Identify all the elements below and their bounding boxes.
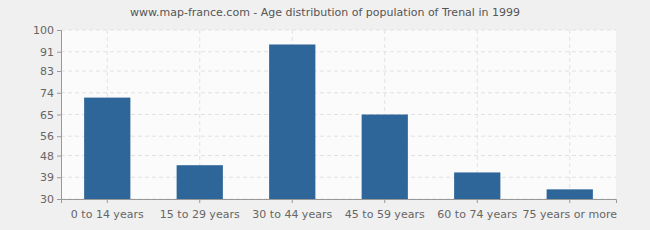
chart: 30 39 48 56 65 74 83 91 100 0 to 14 years 15 to 29… xyxy=(0,0,650,230)
grid-line xyxy=(61,51,616,52)
y-tick-label: 30 xyxy=(40,193,54,206)
grid xyxy=(61,30,616,199)
y-tick: 83 xyxy=(40,65,61,78)
y-tick-mark xyxy=(57,93,61,94)
x-tick-label: 30 to 44 years xyxy=(252,208,332,221)
y-tick-mark xyxy=(57,156,61,157)
y-tick-mark xyxy=(57,52,61,53)
x-tick-mark xyxy=(199,199,200,203)
x-tick: 60 to 74 years xyxy=(437,199,517,221)
y-axis: 30 39 48 56 65 74 83 91 100 xyxy=(33,24,62,206)
grid-line xyxy=(61,177,616,178)
x-tick: 15 to 29 years xyxy=(160,199,240,221)
grid-line xyxy=(61,136,616,137)
grid-line xyxy=(61,30,616,31)
bar xyxy=(177,165,223,199)
y-tick-mark xyxy=(57,30,61,31)
grid-line-x xyxy=(569,30,570,199)
y-tick-mark xyxy=(57,136,61,137)
grid-line xyxy=(61,155,616,156)
y-tick-label: 83 xyxy=(40,65,54,78)
y-tick: 65 xyxy=(40,109,61,122)
y-tick-mark xyxy=(57,199,61,200)
x-tick-mark xyxy=(477,199,478,203)
x-tick: 45 to 59 years xyxy=(345,199,425,221)
title: www.map-france.com - Age distribution of… xyxy=(130,6,520,19)
x-tick-mark xyxy=(384,199,385,203)
x-tick: 30 to 44 years xyxy=(252,199,332,221)
grid-x xyxy=(107,30,570,199)
y-tick: 30 xyxy=(40,193,61,206)
y-tick-label: 56 xyxy=(40,130,54,143)
plot: 30 39 48 56 65 74 83 91 100 0 to 14 years 15 to 29… xyxy=(33,24,617,221)
x-axis-line xyxy=(62,200,617,204)
y-tick: 48 xyxy=(40,150,61,163)
x-tick-label: 60 to 74 years xyxy=(437,208,517,221)
x-tick-mark xyxy=(569,199,570,203)
y-tick-label: 65 xyxy=(40,109,54,122)
y-tick: 74 xyxy=(40,87,61,100)
y-tick-label: 100 xyxy=(33,24,54,37)
x-axis: 0 to 14 years 15 to 29 years 30 to 44 year… xyxy=(62,199,618,221)
grid-line xyxy=(61,114,616,115)
y-tick: 91 xyxy=(40,46,61,59)
bars xyxy=(84,44,593,199)
x-tick-label: 0 to 14 years xyxy=(71,208,144,221)
y-tick-label: 74 xyxy=(40,87,54,100)
y-tick-mark xyxy=(57,177,61,178)
y-tick-mark xyxy=(57,71,61,72)
x-tick-mark xyxy=(107,199,108,203)
bar xyxy=(454,172,500,199)
y-tick-label: 91 xyxy=(40,46,54,59)
grid-line xyxy=(61,71,616,72)
background xyxy=(0,0,650,230)
bar xyxy=(84,98,130,199)
x-tick-mark xyxy=(292,199,293,203)
grid-line xyxy=(61,92,616,93)
x-tick-label: 75 years or more xyxy=(522,208,617,221)
x-tick-label: 45 to 59 years xyxy=(345,208,425,221)
y-tick: 56 xyxy=(40,130,61,143)
y-tick-label: 48 xyxy=(40,150,54,163)
y-axis-line xyxy=(57,31,62,200)
bar xyxy=(269,44,315,199)
bar xyxy=(362,115,408,200)
y-tick-mark xyxy=(57,115,61,116)
x-tick: 0 to 14 years xyxy=(71,199,144,221)
y-tick-label: 39 xyxy=(40,171,54,184)
y-tick: 39 xyxy=(40,171,61,184)
plot-area xyxy=(61,30,616,199)
x-tick-label: 15 to 29 years xyxy=(160,208,240,221)
y-tick: 100 xyxy=(33,24,61,37)
bar xyxy=(547,189,593,199)
x-tick: 75 years or more xyxy=(522,199,617,221)
